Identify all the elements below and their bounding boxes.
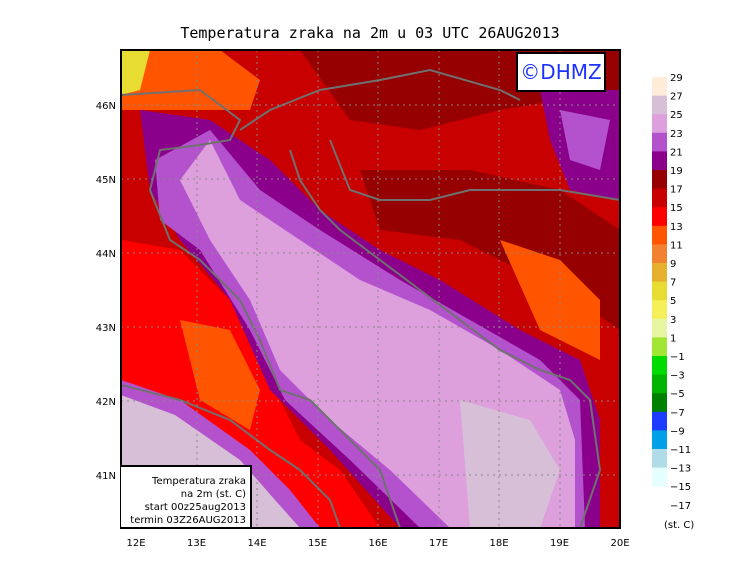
- legend-label: −15: [670, 482, 691, 493]
- legend-swatch: [652, 393, 667, 413]
- legend-label: 9: [670, 259, 676, 270]
- legend-swatch: [652, 170, 667, 190]
- legend-swatch: [652, 300, 667, 320]
- legend-swatch: [652, 281, 667, 301]
- legend-label: −13: [670, 464, 691, 475]
- legend-swatch: [652, 188, 667, 208]
- lon-tick-label: 16E: [368, 538, 387, 549]
- info-box: Temperatura zraka na 2m (st. C) start 00…: [121, 465, 252, 527]
- lon-tick-label: 18E: [489, 538, 508, 549]
- lon-tick-label: 14E: [247, 538, 266, 549]
- legend-swatch: [652, 430, 667, 450]
- lat-tick-label: 45N: [96, 175, 116, 186]
- legend-label: 15: [670, 203, 683, 214]
- lat-tick-label: 46N: [96, 101, 116, 112]
- lon-tick-label: 13E: [187, 538, 206, 549]
- legend-swatch: [652, 114, 667, 134]
- legend-label: 27: [670, 92, 683, 103]
- lon-tick-label: 20E: [610, 538, 629, 549]
- legend-label: −17: [670, 501, 691, 512]
- info-line: Temperatura zraka: [152, 476, 246, 487]
- legend-swatch: [652, 225, 667, 245]
- info-line: na 2m (st. C): [180, 489, 246, 500]
- legend-swatch: [652, 449, 667, 469]
- legend-swatch: [652, 263, 667, 283]
- legend-swatch: [652, 244, 667, 264]
- legend-swatch: [652, 151, 667, 171]
- lon-tick-label: 12E: [126, 538, 145, 549]
- legend-label: 11: [670, 240, 683, 251]
- legend-swatch: [652, 318, 667, 338]
- temperature-field: [121, 50, 620, 528]
- legend-label: 3: [670, 315, 676, 326]
- legend-label: 7: [670, 278, 676, 289]
- legend-swatch: [652, 356, 667, 376]
- legend-swatch: [652, 207, 667, 227]
- map-frame: [120, 49, 621, 529]
- lat-tick-label: 41N: [96, 471, 116, 482]
- legend-label: 23: [670, 129, 683, 140]
- legend-label: 1: [670, 333, 676, 344]
- info-line: start 00z25aug2013: [144, 502, 246, 513]
- legend-swatch: [652, 95, 667, 115]
- legend-swatch: [652, 411, 667, 431]
- legend-swatch: [652, 374, 667, 394]
- legend-label: −9: [670, 426, 685, 437]
- lon-tick-label: 15E: [308, 538, 327, 549]
- gridlines: [121, 50, 620, 528]
- info-line: termin 03Z26AUG2013: [130, 515, 246, 526]
- legend-label: 25: [670, 110, 683, 121]
- legend-label: 5: [670, 296, 676, 307]
- legend-swatch: [652, 337, 667, 357]
- color-legend: 29 27 25 23 21 19 17 15 13 11 9 7 5 3 1 −1 −3 −5 −7 −9 −11 −1…: [652, 73, 694, 531]
- map-title: Temperatura zraka na 2m u 03 UTC 26AUG20…: [180, 24, 560, 42]
- legend-label: −3: [670, 371, 685, 382]
- legend-label: 13: [670, 222, 683, 233]
- legend-swatch: [652, 77, 667, 97]
- legend-swatch: [652, 467, 667, 487]
- legend-label: 21: [670, 147, 683, 158]
- legend-label: −11: [670, 445, 691, 456]
- lon-tick-label: 17E: [429, 538, 448, 549]
- legend-label: 19: [670, 166, 683, 177]
- legend-label: −5: [670, 389, 685, 400]
- legend-swatch: [652, 132, 667, 152]
- dhmz-logo: ©DHMZ: [516, 52, 606, 92]
- lat-tick-label: 44N: [96, 249, 116, 260]
- legend-label: 17: [670, 185, 683, 196]
- legend-label: −7: [670, 408, 685, 419]
- lon-tick-label: 19E: [550, 538, 569, 549]
- legend-label: −1: [670, 352, 685, 363]
- legend-label: 29: [670, 73, 683, 84]
- lat-tick-label: 42N: [96, 397, 116, 408]
- lat-tick-label: 43N: [96, 323, 116, 334]
- legend-unit: (st. C): [664, 520, 694, 531]
